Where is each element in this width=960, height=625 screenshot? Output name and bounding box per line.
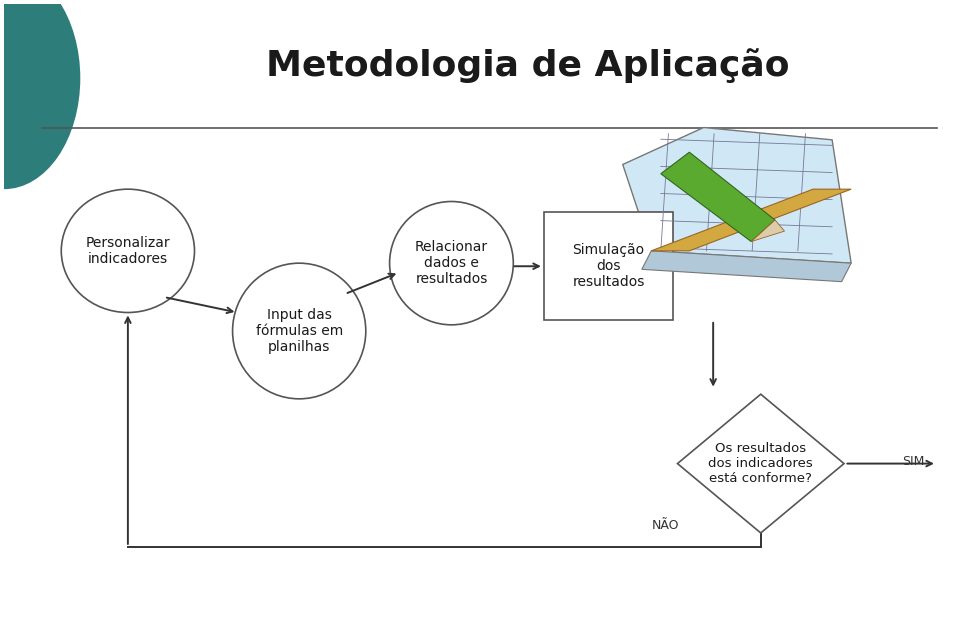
Polygon shape	[660, 152, 775, 242]
Ellipse shape	[232, 263, 366, 399]
FancyBboxPatch shape	[544, 213, 673, 320]
Text: Simulação
dos
resultados: Simulação dos resultados	[572, 243, 645, 289]
Text: SIM: SIM	[901, 455, 924, 468]
Ellipse shape	[390, 201, 514, 325]
Text: Input das
fórmulas em
planilhas: Input das fórmulas em planilhas	[255, 308, 343, 354]
Text: Metodologia de Aplicação: Metodologia de Aplicação	[266, 48, 789, 83]
Ellipse shape	[61, 189, 195, 312]
Ellipse shape	[0, 0, 81, 189]
Polygon shape	[642, 251, 852, 282]
Polygon shape	[651, 189, 852, 251]
Text: Os resultados
dos indicadores
está conforme?: Os resultados dos indicadores está confo…	[708, 442, 813, 485]
Polygon shape	[752, 220, 784, 242]
Text: Relacionar
dados e
resultados: Relacionar dados e resultados	[415, 240, 488, 286]
Polygon shape	[678, 394, 844, 533]
Text: Personalizar
indicadores: Personalizar indicadores	[85, 236, 170, 266]
Polygon shape	[623, 127, 852, 263]
Text: NÃO: NÃO	[652, 519, 680, 532]
